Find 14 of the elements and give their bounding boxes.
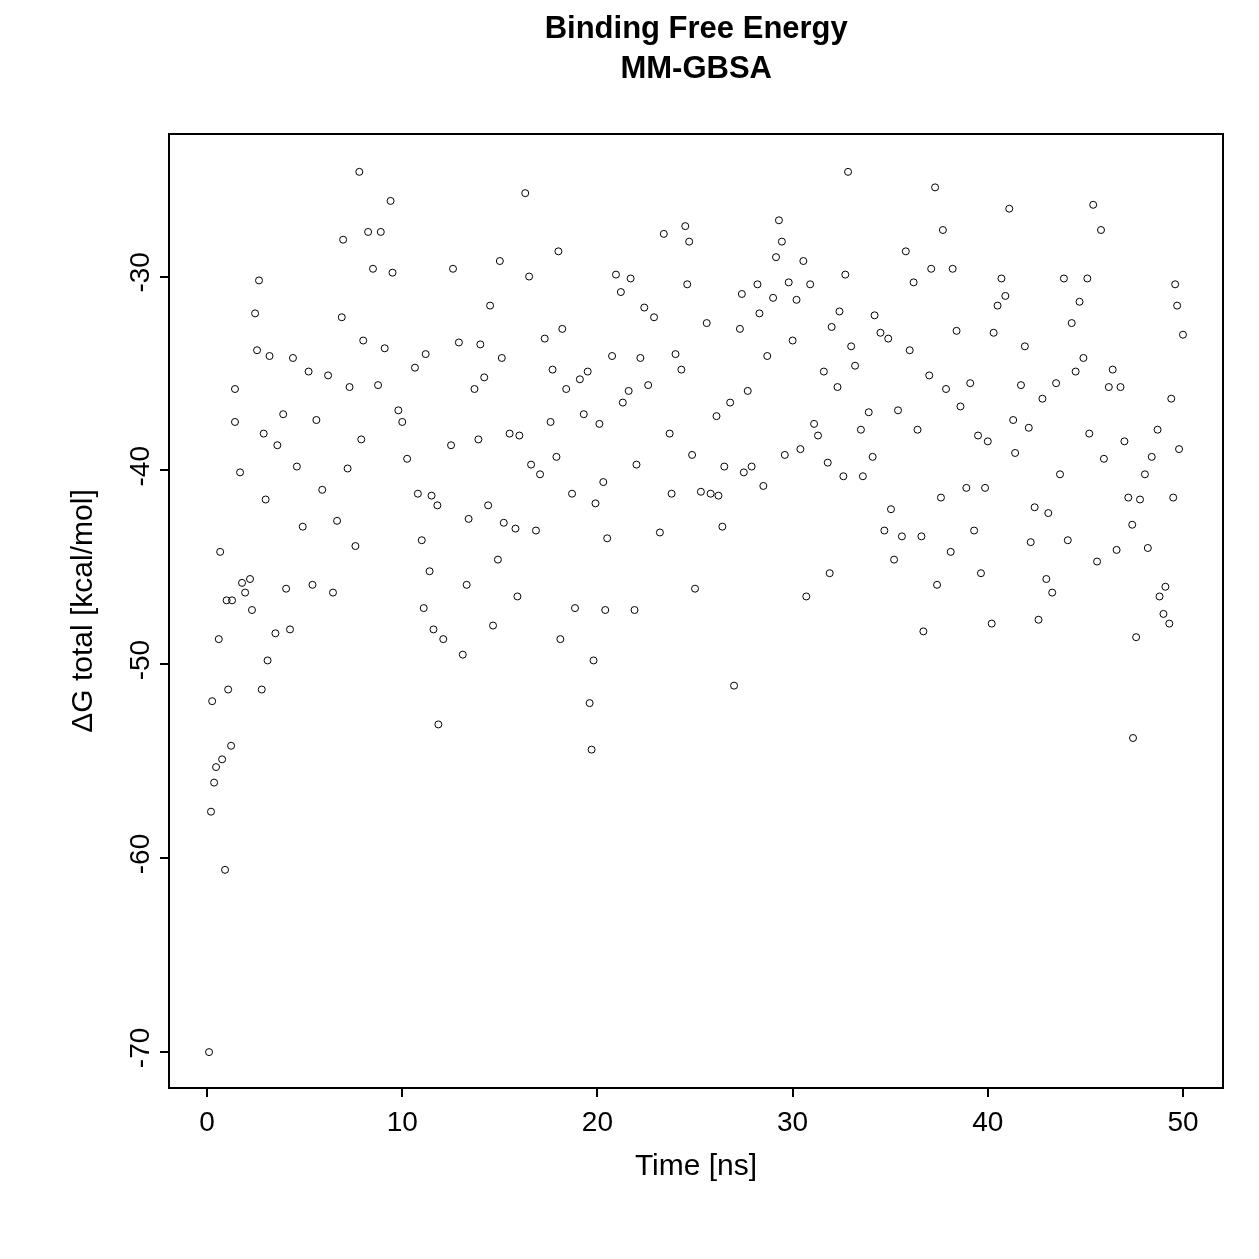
y-tick-label: -70 <box>123 1027 155 1069</box>
y-tick-label: -60 <box>123 833 155 875</box>
x-tick-label: 20 <box>581 1105 614 1137</box>
x-tick-label: 0 <box>199 1105 215 1137</box>
x-axis-title: Time [ns] <box>634 1147 758 1181</box>
chart-title: Binding Free Energy MM-GBSA <box>544 9 849 86</box>
y-axis-title: ΔG total [kcal/mol] <box>65 489 99 733</box>
y-tick-label: -30 <box>123 252 155 293</box>
y-tick-label: -50 <box>123 639 155 681</box>
x-tick-label: 50 <box>1167 1105 1199 1137</box>
y-tick-label: -40 <box>123 446 155 487</box>
x-tick-label: 40 <box>972 1105 1004 1137</box>
x-tick-label: 10 <box>386 1105 418 1137</box>
x-tick-label: 30 <box>777 1105 809 1137</box>
